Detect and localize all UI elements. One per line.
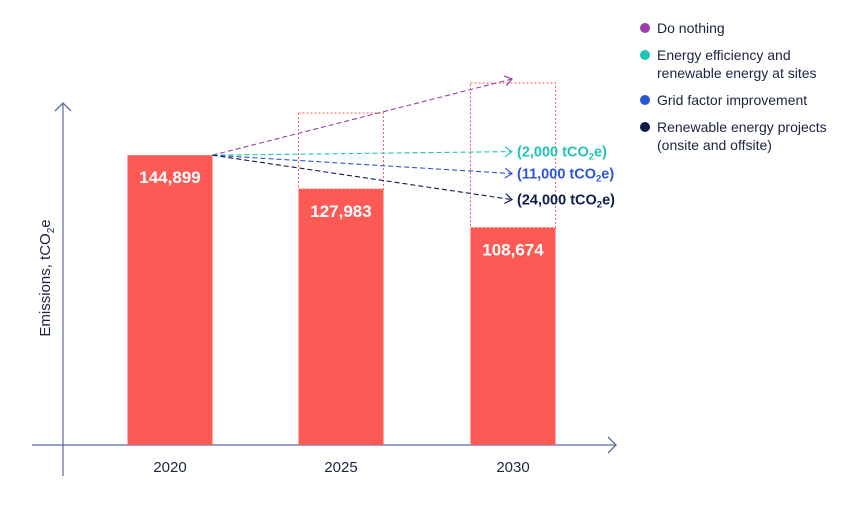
scenario-saving-label: (11,000 tCO2e) <box>517 167 614 185</box>
legend-item: Do nothing <box>640 20 725 36</box>
scenario-line <box>212 75 514 156</box>
projection-box-2025 <box>298 112 384 190</box>
legend-label: (onsite and offsite) <box>657 137 772 153</box>
scenario-lines <box>212 75 514 205</box>
bar-2025 <box>298 189 384 445</box>
scenario-saving-label: (24,000 tCO2e) <box>517 193 615 211</box>
bar-2020 <box>127 155 213 445</box>
y-axis-label: Emissions, tCO2e <box>37 219 57 336</box>
legend-label: renewable energy at sites <box>657 65 817 81</box>
legend-item: Energy efficiency and renewable energy at… <box>640 47 817 81</box>
scenario-line <box>212 154 514 179</box>
legend-dot <box>640 50 650 60</box>
bar-value-label: 127,983 <box>310 202 371 221</box>
legend-dot <box>640 95 650 105</box>
legend: Do nothing Energy efficiency and renewable… <box>640 20 827 153</box>
bar-value-label: 144,899 <box>139 168 200 187</box>
legend-item: Renewable energy projects (onsite and off… <box>640 119 827 153</box>
scenario-line <box>212 154 514 205</box>
x-tick-label: 2030 <box>496 459 529 476</box>
scenario-line <box>212 146 514 158</box>
legend-item: Grid factor improvement <box>640 92 807 108</box>
bar-value-label: 108,674 <box>482 241 544 260</box>
legend-dot <box>640 23 650 33</box>
labels: Emissions, tCO2e 144,899 2020 127,983 2025 10… <box>37 145 615 476</box>
legend-label: Energy efficiency and <box>657 47 791 63</box>
x-tick-label: 2025 <box>324 459 357 476</box>
x-tick-label: 2020 <box>153 459 186 476</box>
bars <box>127 155 556 445</box>
scenario-saving-label: (2,000 tCO2e) <box>517 145 607 163</box>
legend-label: Do nothing <box>657 20 725 36</box>
legend-label: Renewable energy projects <box>657 119 827 135</box>
legend-label: Grid factor improvement <box>657 92 807 108</box>
bar-2030 <box>470 227 556 445</box>
legend-dot <box>640 122 650 132</box>
